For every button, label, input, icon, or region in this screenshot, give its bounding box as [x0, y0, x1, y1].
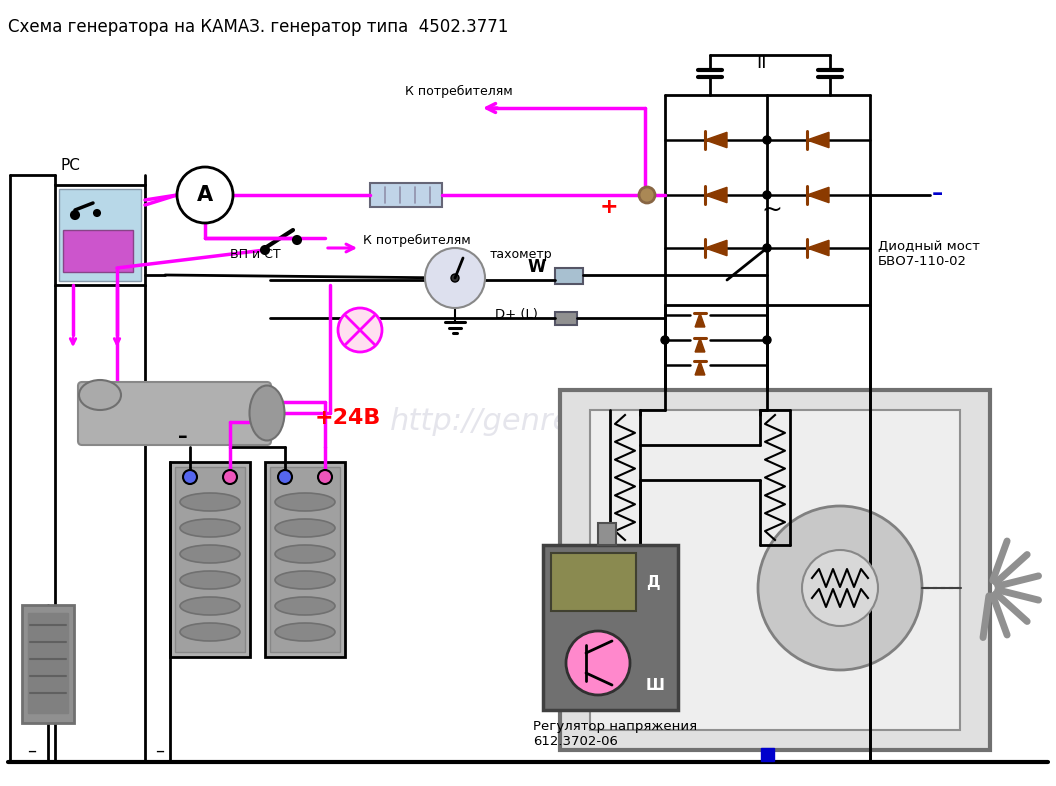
- Text: Схема генератора на КАМАЗ. генератор типа  4502.3771: Схема генератора на КАМАЗ. генератор тип…: [8, 18, 508, 36]
- Circle shape: [223, 470, 237, 484]
- Bar: [55, 185, 145, 285]
- Bar: [29, 613, 68, 713]
- Text: http://genrem.narod.ru: http://genrem.narod.ru: [390, 407, 742, 436]
- Circle shape: [763, 136, 771, 144]
- Text: Ш: Ш: [646, 678, 665, 693]
- Polygon shape: [705, 132, 727, 148]
- Circle shape: [661, 336, 670, 344]
- Circle shape: [763, 336, 771, 344]
- Text: +24В: +24В: [315, 408, 381, 428]
- Circle shape: [758, 506, 922, 670]
- Text: РС: РС: [60, 158, 80, 173]
- Ellipse shape: [180, 519, 240, 537]
- Bar: [560, 390, 991, 750]
- Ellipse shape: [275, 623, 335, 641]
- Circle shape: [451, 274, 459, 282]
- Polygon shape: [695, 338, 705, 352]
- Circle shape: [763, 191, 771, 199]
- Circle shape: [183, 470, 197, 484]
- Text: –: –: [155, 742, 164, 760]
- Bar: [555, 268, 583, 284]
- Bar: [265, 462, 345, 657]
- Bar: [175, 467, 245, 652]
- Ellipse shape: [275, 519, 335, 537]
- Bar: [551, 553, 636, 611]
- Ellipse shape: [275, 493, 335, 511]
- Circle shape: [94, 210, 100, 216]
- Circle shape: [802, 550, 878, 626]
- Polygon shape: [807, 241, 829, 255]
- Circle shape: [177, 167, 233, 223]
- Text: II: II: [757, 54, 768, 72]
- Polygon shape: [705, 187, 727, 203]
- Ellipse shape: [180, 545, 240, 563]
- Bar: [761, 748, 774, 761]
- Polygon shape: [705, 241, 727, 255]
- Bar: [555, 312, 577, 325]
- Ellipse shape: [180, 571, 240, 589]
- Text: ВП и СТ: ВП и СТ: [230, 248, 281, 261]
- Bar: [59, 189, 142, 281]
- Bar: [590, 410, 960, 730]
- Text: –: –: [932, 184, 943, 204]
- Bar: [370, 183, 442, 207]
- Circle shape: [566, 631, 630, 695]
- Text: D+ (L): D+ (L): [495, 308, 538, 321]
- Circle shape: [278, 470, 293, 484]
- Text: К потребителям: К потребителям: [406, 85, 513, 98]
- Polygon shape: [695, 361, 705, 375]
- Text: W: W: [527, 258, 545, 276]
- Circle shape: [71, 211, 79, 219]
- Ellipse shape: [249, 385, 284, 440]
- Ellipse shape: [79, 380, 121, 410]
- Text: ~: ~: [761, 198, 782, 222]
- Ellipse shape: [275, 571, 335, 589]
- Ellipse shape: [275, 545, 335, 563]
- Bar: [270, 467, 340, 652]
- Text: +: +: [600, 197, 619, 217]
- Circle shape: [261, 246, 269, 254]
- Text: A: A: [196, 185, 213, 205]
- Polygon shape: [807, 132, 829, 148]
- Ellipse shape: [275, 597, 335, 615]
- FancyBboxPatch shape: [78, 382, 271, 445]
- Polygon shape: [807, 187, 829, 203]
- Ellipse shape: [180, 597, 240, 615]
- Bar: [170, 462, 250, 657]
- Text: –: –: [178, 427, 188, 446]
- Bar: [22, 605, 74, 723]
- Text: Диодный мост
БВО7-110-02: Диодный мост БВО7-110-02: [878, 240, 980, 268]
- Circle shape: [318, 470, 332, 484]
- Text: Д: Д: [646, 575, 660, 590]
- Circle shape: [293, 236, 301, 244]
- Ellipse shape: [180, 623, 240, 641]
- Bar: [63, 230, 133, 272]
- Text: К потребителям: К потребителям: [363, 234, 471, 247]
- Circle shape: [425, 248, 485, 308]
- Polygon shape: [695, 313, 705, 327]
- Text: –: –: [27, 742, 36, 760]
- Bar: [543, 545, 678, 710]
- Circle shape: [338, 308, 382, 352]
- Text: тахометр: тахометр: [490, 248, 552, 261]
- Text: Регулятор напряжения
612.3702-06: Регулятор напряжения 612.3702-06: [533, 720, 697, 748]
- Bar: [598, 523, 616, 545]
- Ellipse shape: [180, 493, 240, 511]
- Circle shape: [763, 244, 771, 252]
- Circle shape: [639, 187, 655, 203]
